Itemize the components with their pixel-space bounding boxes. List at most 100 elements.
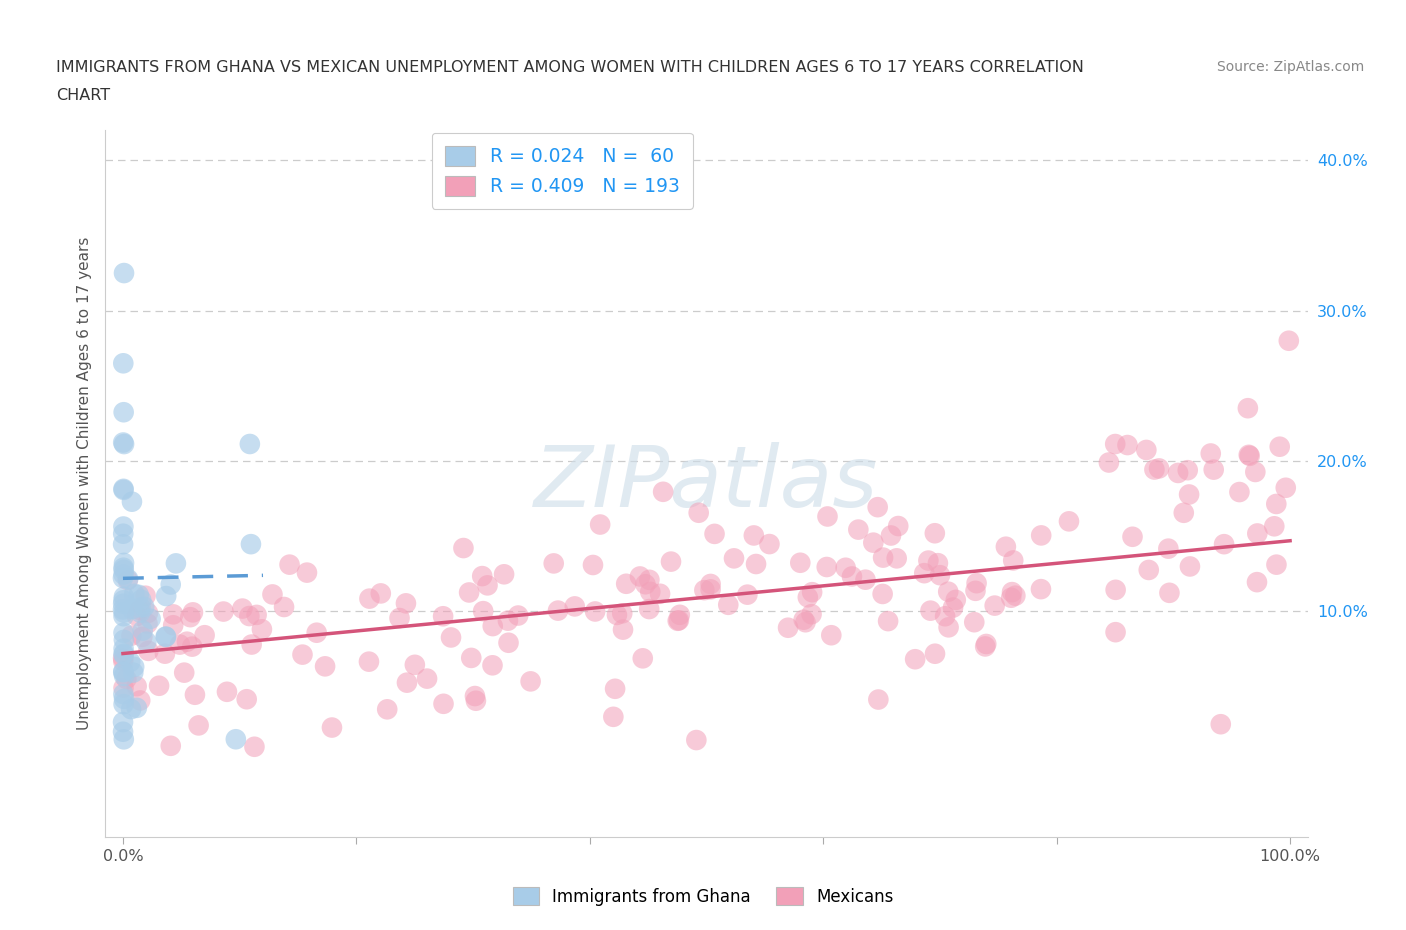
Point xyxy=(120,628,142,643)
Point xyxy=(974,639,997,654)
Point xyxy=(153,646,176,661)
Point xyxy=(1246,526,1268,541)
Point xyxy=(370,586,392,601)
Point xyxy=(659,554,682,569)
Point xyxy=(904,652,927,667)
Point xyxy=(235,692,257,707)
Point xyxy=(112,609,135,624)
Point xyxy=(173,665,195,680)
Point xyxy=(112,686,135,701)
Point xyxy=(128,588,150,603)
Point xyxy=(1268,439,1291,454)
Point xyxy=(800,606,823,621)
Point xyxy=(112,592,135,607)
Point xyxy=(129,592,152,607)
Point xyxy=(112,537,135,551)
Point xyxy=(131,623,153,638)
Point xyxy=(155,630,177,644)
Point xyxy=(519,674,541,689)
Point xyxy=(125,700,148,715)
Point xyxy=(460,650,482,665)
Point xyxy=(305,625,328,640)
Point xyxy=(139,611,162,626)
Point xyxy=(112,526,135,541)
Point xyxy=(404,658,426,672)
Point xyxy=(1237,447,1260,462)
Point xyxy=(112,482,135,497)
Point xyxy=(862,535,884,550)
Point xyxy=(1031,528,1053,543)
Point xyxy=(794,615,817,630)
Point xyxy=(273,600,295,615)
Point xyxy=(212,604,235,619)
Point xyxy=(134,600,156,615)
Point xyxy=(801,585,824,600)
Point xyxy=(432,697,454,711)
Point xyxy=(112,602,135,617)
Point xyxy=(121,494,143,509)
Point xyxy=(745,556,768,571)
Point xyxy=(357,654,380,669)
Point xyxy=(723,551,745,565)
Point xyxy=(817,509,839,524)
Point xyxy=(994,539,1017,554)
Point xyxy=(1177,463,1199,478)
Point xyxy=(138,644,160,658)
Point xyxy=(112,405,135,419)
Point xyxy=(136,616,159,631)
Point xyxy=(614,577,637,591)
Point xyxy=(112,625,135,640)
Point xyxy=(112,590,135,604)
Point xyxy=(866,499,889,514)
Point xyxy=(1229,485,1251,499)
Point xyxy=(112,435,135,450)
Point xyxy=(184,687,207,702)
Point xyxy=(155,589,177,604)
Point xyxy=(966,576,988,591)
Point xyxy=(920,604,942,618)
Point xyxy=(112,692,135,707)
Point xyxy=(938,620,960,635)
Point xyxy=(1239,448,1261,463)
Point xyxy=(129,600,152,615)
Point xyxy=(359,591,381,606)
Point xyxy=(508,608,530,623)
Point xyxy=(841,569,863,584)
Point xyxy=(631,651,654,666)
Point xyxy=(176,634,198,649)
Point xyxy=(1157,541,1180,556)
Point xyxy=(124,587,146,602)
Point xyxy=(703,526,725,541)
Point xyxy=(1143,462,1166,477)
Point xyxy=(112,697,135,711)
Point xyxy=(117,573,139,588)
Point xyxy=(112,651,135,666)
Point xyxy=(965,583,987,598)
Point xyxy=(1104,625,1126,640)
Point xyxy=(942,600,965,615)
Point xyxy=(162,607,184,622)
Point xyxy=(165,556,187,571)
Point xyxy=(634,577,657,591)
Text: CHART: CHART xyxy=(56,88,110,103)
Point xyxy=(1173,505,1195,520)
Point xyxy=(1116,438,1139,453)
Point xyxy=(115,671,138,686)
Point xyxy=(262,587,284,602)
Point xyxy=(872,587,894,602)
Point xyxy=(125,679,148,694)
Point xyxy=(187,718,209,733)
Point xyxy=(112,596,135,611)
Point xyxy=(936,584,959,599)
Point xyxy=(112,632,135,647)
Point xyxy=(464,693,486,708)
Point xyxy=(582,558,605,573)
Point xyxy=(112,732,135,747)
Point xyxy=(887,519,910,534)
Point xyxy=(416,671,439,686)
Point xyxy=(498,635,520,650)
Point xyxy=(789,555,811,570)
Point xyxy=(638,572,661,587)
Point xyxy=(685,733,707,748)
Point xyxy=(122,665,145,680)
